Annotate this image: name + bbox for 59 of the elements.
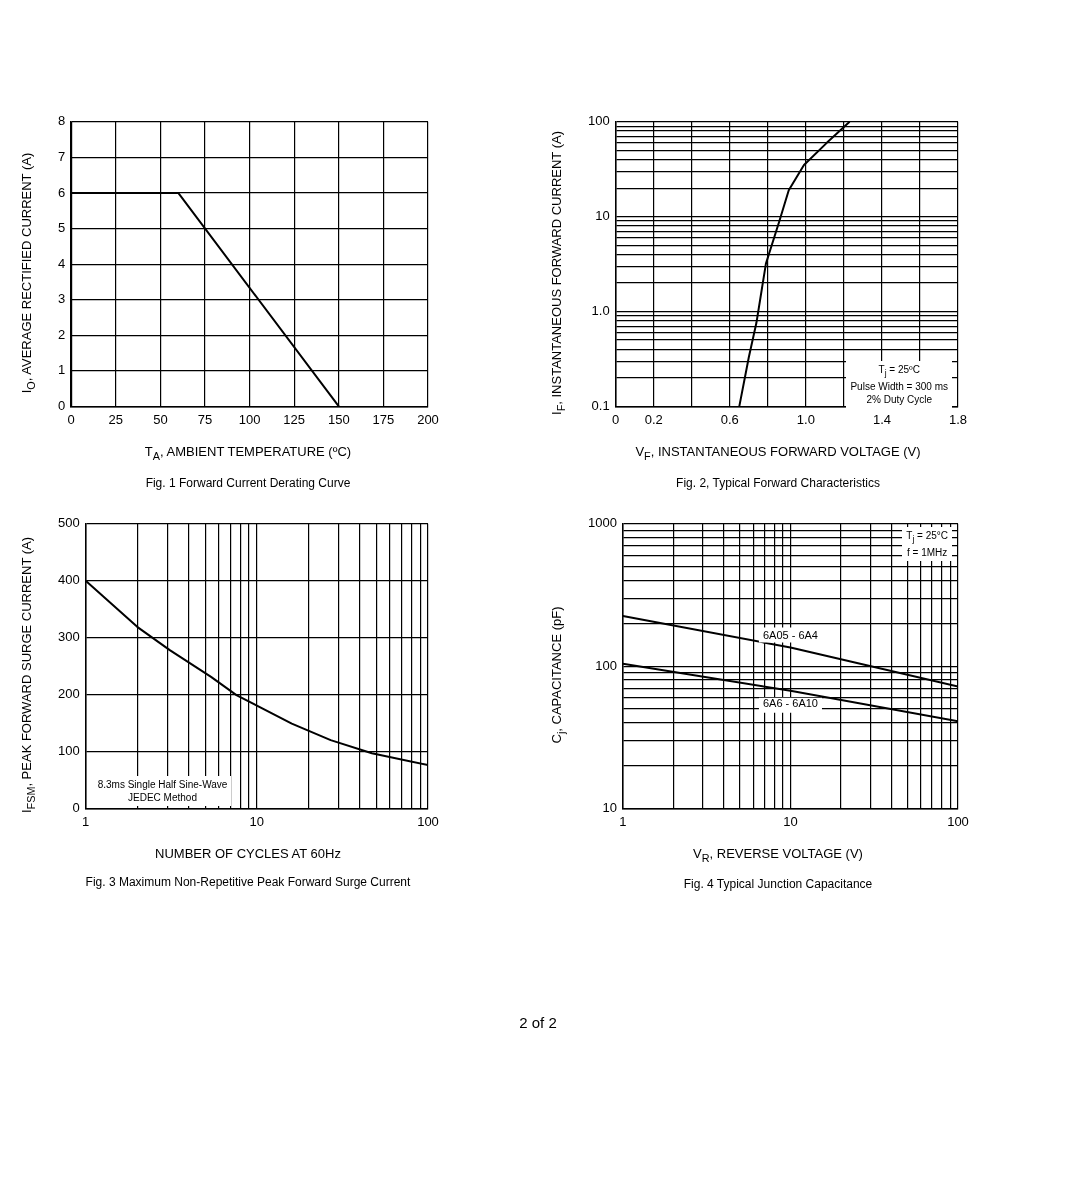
x-tick-label: 125 [283,411,306,427]
x-tick-label: 25 [108,411,124,427]
series-label: 6A05 - 6A4 [762,628,818,641]
y-tick-label: 10 [595,208,610,224]
x-tick-label: 100 [947,813,969,829]
x-tick-label: 0.2 [644,411,663,427]
y-tick-label: 4 [58,255,66,271]
text: Fig. 3 Maximum Non-Repetitive Peak Forward Surge Current [84,874,412,889]
y-tick-label: 0.1 [591,397,610,413]
y-tick-label: 8 [58,113,66,129]
y-tick-label: 2 [58,326,66,342]
annotation: Pulse Width = 300 ms [850,380,948,394]
y-tick-label: 500 [57,514,80,530]
x-axis-title: V$_{R}$, REVERSE VOLTAGE (V) [692,845,864,864]
x-tick-label: 10 [249,813,265,829]
y-tick-label: 1.0 [591,303,610,319]
y-tick-label: 200 [57,685,80,701]
text: Fig. 4 Typical Junction Capacitance [682,877,874,892]
text: Fig. 2, Typical Forward Characteristics [675,475,881,490]
annotation: 2% Duty Cycle [865,393,933,407]
x-tick-label: 50 [153,411,168,427]
x-axis-title: T$_{A}$, AMBIENT TEMPERATURE (ºC) [143,444,353,462]
x-tick-label: 100 [417,813,439,829]
y-tick-label: 0 [58,397,66,413]
x-tick-label: 10 [783,813,798,829]
annotation: JEDEC Method [127,791,198,804]
y-tick-label: 5 [58,220,66,236]
annotation: 8.3ms Single Half Sine-Wave [97,778,228,791]
x-tick-label: 1 [82,813,90,829]
y-tick-label: 100 [595,657,617,673]
y-tick-label: 0 [72,799,80,815]
y-tick-label: 1000 [588,514,617,530]
x-tick-label: 1.0 [796,411,815,427]
y-tick-label: 3 [58,291,66,307]
y-tick-label: 400 [57,571,80,587]
x-axis-title: V$_{F}$, INSTANTANEOUS FORWARD VOLTAGE (V) [634,444,922,462]
y-tick-label: 10 [602,799,617,815]
x-tick-label: 175 [372,411,395,427]
x-tick-label: 1 [619,813,627,829]
x-tick-label: 200 [417,411,439,427]
x-tick-label: 75 [197,411,213,427]
y-tick-label: 300 [57,628,80,644]
annotation: T$_{j}$ = 25ºC [877,363,921,381]
text: 2 of 2 [518,1014,558,1032]
series-label: 6A6 - 6A10 [762,696,818,709]
y-tick-label: 100 [57,742,80,758]
x-tick-label: 1.4 [872,411,891,427]
y-tick-label: 100 [587,113,610,129]
y-tick-label: 6 [58,184,66,200]
x-axis-title: NUMBER OF CYCLES AT 60Hz [154,845,342,861]
x-tick-label: 150 [327,411,350,427]
y-tick-label: 7 [58,148,66,164]
y-tick-label: 1 [58,362,66,378]
x-tick-label: 0.6 [720,411,739,427]
annotation: T$_{j}$ = 25°C [906,529,948,547]
x-tick-label: 1.8 [948,411,968,427]
text: Fig. 1 Forward Current Derating Curve [144,475,352,490]
annotation: f = 1MHz [906,546,948,560]
x-tick-label: 100 [238,411,261,427]
